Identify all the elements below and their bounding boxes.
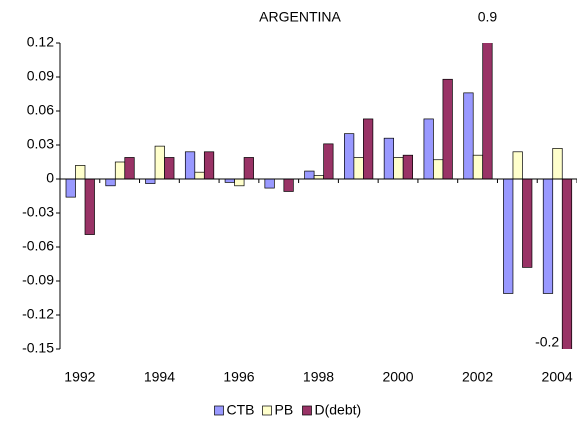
bar (184, 151, 196, 180)
y-tick-label: -0.09 (22, 272, 54, 288)
bar (344, 133, 355, 180)
bar (124, 157, 135, 180)
bar (503, 178, 514, 294)
y-tick-label: -0.06 (22, 238, 54, 254)
bar (402, 154, 414, 180)
legend-swatch (302, 405, 312, 416)
y-tick-label: 0.09 (27, 68, 54, 84)
legend-swatch (214, 405, 224, 416)
x-tick-label: 2000 (382, 369, 413, 385)
bar (84, 178, 95, 235)
x-tick-label: 1996 (223, 369, 254, 385)
y-tick-label: -0.03 (22, 204, 54, 220)
y-tick-label: -0.12 (22, 306, 54, 322)
bar (65, 178, 76, 198)
y-tick-label: 0.12 (27, 34, 54, 50)
y-tick-label: -0.15 (22, 340, 54, 356)
data-label: -0.2 (535, 334, 559, 350)
bar (423, 118, 434, 180)
data-label: 0.9 (478, 9, 498, 25)
bar (224, 178, 235, 183)
bar (145, 178, 156, 184)
bar (353, 157, 364, 180)
x-tick-label: 1992 (64, 369, 95, 385)
bar (552, 148, 563, 180)
bar (264, 178, 275, 189)
legend-swatch (262, 405, 272, 416)
x-tick-label: 2002 (462, 369, 493, 385)
bar (383, 137, 395, 180)
bar (313, 175, 324, 180)
bar (114, 161, 126, 180)
bar (463, 92, 474, 180)
chart-title: ARGENTINA (259, 9, 341, 25)
x-tick-label: 2004 (542, 369, 573, 385)
bar (482, 43, 493, 180)
plot-area (65, 43, 573, 349)
bar (522, 178, 533, 268)
bar (304, 170, 315, 180)
bar (203, 151, 215, 180)
bar (243, 157, 254, 180)
y-tick-label: 0.03 (27, 136, 54, 152)
bar (472, 154, 484, 180)
bar (442, 78, 453, 180)
legend-label: D(debt) (315, 402, 362, 418)
x-tick-label: 1994 (144, 369, 175, 385)
bar (154, 145, 165, 180)
bar (234, 178, 245, 187)
bar (323, 143, 334, 180)
y-tick-label: 0 (46, 170, 54, 186)
bar (283, 178, 294, 192)
x-tick-label: 1998 (303, 369, 334, 385)
bar (542, 178, 554, 294)
y-tick-label: 0.06 (27, 102, 54, 118)
bar (363, 118, 374, 180)
bar (164, 157, 175, 180)
bar (105, 178, 116, 187)
legend-label: PB (275, 402, 294, 418)
bar (393, 157, 404, 180)
bar (194, 171, 205, 180)
legend-label: CTB (227, 402, 255, 418)
bar (433, 159, 444, 180)
bar (512, 151, 523, 180)
bar (75, 165, 86, 180)
